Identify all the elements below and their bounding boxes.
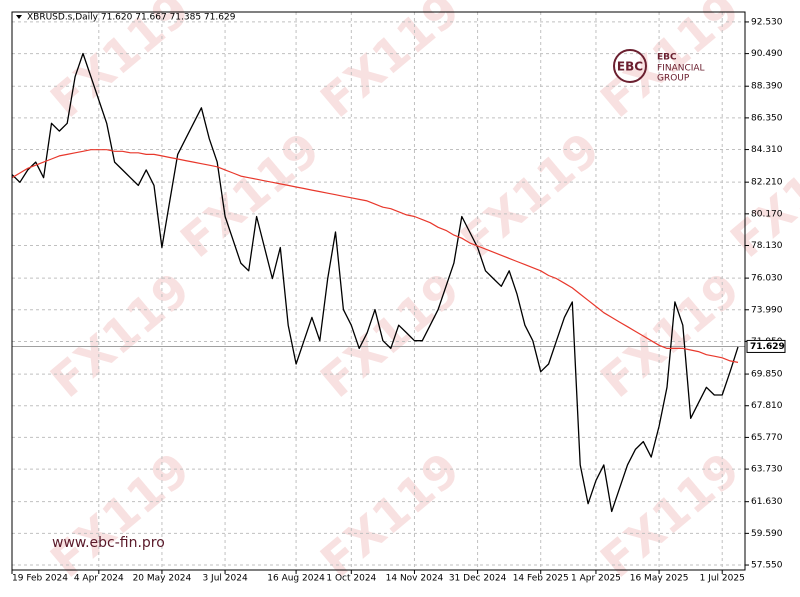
x-tick-label: 14 Nov 2024	[386, 574, 444, 584]
x-tick-label: 16 Aug 2024	[267, 574, 325, 584]
header-arrow	[16, 15, 22, 19]
x-tick-label: 19 Feb 2024	[12, 574, 68, 584]
x-tick-label: 1 Oct 2024	[326, 574, 376, 584]
series-line	[11, 149, 739, 363]
x-tick-label: 16 May 2025	[630, 574, 689, 584]
y-tick-label: 78.130	[751, 241, 783, 251]
x-tick-label: 31 Dec 2024	[449, 574, 507, 584]
x-tick-label: 4 Apr 2024	[74, 574, 124, 584]
y-tick-label: 80.170	[751, 209, 783, 219]
y-tick-label: 76.030	[751, 274, 783, 284]
series-line	[11, 52, 739, 513]
y-tick-label: 65.770	[751, 433, 783, 443]
y-tick-label: 86.350	[751, 113, 783, 123]
logo-brand: EBC	[657, 53, 677, 63]
x-tick-label: 14 Feb 2025	[513, 574, 569, 584]
y-tick-label: 84.310	[751, 145, 783, 155]
y-tick-label: 88.390	[751, 82, 783, 92]
y-tick-label: 73.990	[751, 305, 783, 315]
logo: EBC EBC FINANCIAL GROUP	[613, 49, 705, 84]
y-tick-label: 59.590	[751, 529, 783, 539]
website: www.ebc-fin.pro	[52, 535, 165, 551]
y-tick-label: 90.490	[751, 49, 783, 59]
x-tick-label: 1 Jul 2025	[700, 574, 745, 584]
series	[11, 52, 739, 513]
plot-frame	[11, 11, 746, 571]
logo-line1: FINANCIAL	[657, 64, 705, 74]
y-tick-label: 61.630	[751, 497, 783, 507]
x-tick-label: 1 Apr 2025	[571, 574, 621, 584]
logo-mark: EBC	[617, 60, 643, 74]
y-tick-label: 82.210	[751, 178, 783, 188]
last-price-box	[746, 339, 786, 353]
y-tick-label: 67.810	[751, 401, 783, 411]
x-tick-label: 20 May 2024	[133, 574, 192, 584]
y-tick-label: 92.530	[751, 17, 783, 27]
y-tick-label: 69.850	[751, 370, 783, 380]
axes: 92.530 90.490 88.390 86.350 84.310 82.210 80.1…	[11, 17, 786, 584]
logo-line2: GROUP	[657, 74, 690, 84]
last-price-label: 71.629	[750, 342, 785, 352]
x-tick-label: 3 Jul 2024	[202, 574, 247, 584]
logo-icon	[613, 49, 647, 83]
y-tick-label: 63.730	[751, 465, 783, 475]
grid	[12, 12, 745, 570]
y-tick-label: 57.550	[751, 561, 783, 571]
chart-title: XBRUSD.s,Daily 71.620 71.667 71.385 71.6…	[27, 13, 236, 23]
